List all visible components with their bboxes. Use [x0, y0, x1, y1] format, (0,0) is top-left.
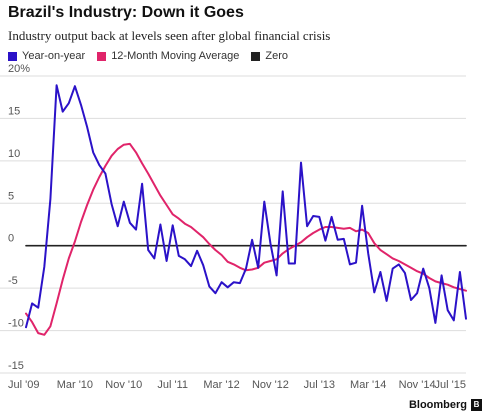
y-tick-label: 10 — [8, 148, 20, 160]
chart-title: Brazil's Industry: Down it Goes — [8, 4, 244, 21]
x-tick-label: Mar '14 — [350, 379, 386, 391]
y-tick-label: 5 — [8, 190, 14, 202]
series-line-year-on-year — [25, 84, 467, 329]
legend-item-zero: Zero — [251, 50, 288, 62]
x-tick-label: Jul '11 — [157, 379, 188, 391]
y-tick-label: -10 — [8, 318, 24, 330]
x-tick-label: Nov '10 — [105, 379, 142, 391]
legend-swatch — [8, 51, 17, 61]
bloomberg-brand: Bloomberg — [408, 399, 467, 411]
footer: Bloomberg B — [409, 399, 482, 411]
y-tick-label: 0 — [8, 233, 14, 245]
legend-label: 12-Month Moving Average — [111, 50, 240, 62]
y-tick-label: 20% — [8, 63, 30, 75]
x-tick-label: Jul '15 — [435, 379, 466, 391]
y-tick-label: 15 — [8, 105, 20, 117]
y-tick-label: -5 — [8, 275, 18, 287]
legend-swatch — [97, 51, 107, 61]
legend-item-12-month-moving-average: 12-Month Moving Average — [97, 50, 239, 62]
x-tick-label: Nov '12 — [252, 379, 289, 391]
legend-item-year-on-year: Year-on-year — [8, 50, 85, 62]
legend-swatch — [251, 51, 261, 61]
x-tick-label: Nov '14 — [399, 379, 436, 391]
x-tick-label: Mar '12 — [203, 379, 239, 391]
chart-subtitle: Industry output back at levels seen afte… — [8, 28, 331, 43]
chart-legend: Year-on-year 12-Month Moving Average Zero — [8, 48, 300, 64]
series-line-12-month-moving-average — [25, 142, 467, 336]
y-tick-label: -15 — [8, 360, 24, 372]
legend-label: Zero — [265, 50, 289, 62]
x-tick-label: Mar '10 — [57, 379, 93, 391]
legend-label: Year-on-year — [22, 50, 86, 62]
x-tick-label: Jul '13 — [304, 379, 335, 391]
bloomberg-b-icon: B — [471, 399, 482, 411]
x-tick-label: Jul '09 — [8, 379, 39, 391]
